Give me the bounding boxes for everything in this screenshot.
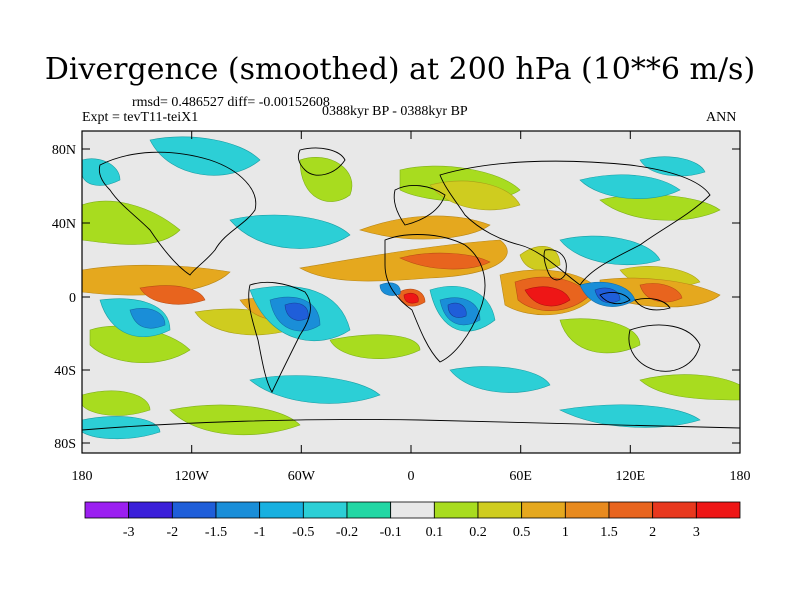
colorbar-swatch: [433, 501, 479, 519]
period-label: 0388kyr BP - 0388kyr BP: [322, 104, 468, 119]
lat-label: 40N: [52, 217, 76, 232]
map-title: Divergence (smoothed) at 200 hPa (10**6 …: [44, 52, 756, 87]
colorbar-swatch: [302, 501, 348, 519]
lat-label: 80N: [52, 143, 76, 158]
colorbar-label: 3: [693, 525, 700, 540]
lat-label: 40S: [54, 364, 76, 379]
longitude-axis: 180 120W 60W 0 60E 120E 180: [72, 131, 751, 484]
colorbar-swatch: [390, 501, 435, 519]
colorbar: -3 -2 -1.5 -1 -0.5 -0.2 -0.1 0.1 0.2 0.5 1 1.5 2 3: [84, 501, 741, 540]
colorbar-swatch: [608, 501, 654, 519]
colorbar-label: -1.5: [205, 525, 227, 540]
colorbar-swatch: [564, 501, 610, 519]
colorbar-swatch: [695, 501, 741, 519]
colorbar-label: 0.1: [426, 525, 444, 540]
stats-line: rmsd= 0.486527 diff= -0.00152608: [132, 95, 330, 110]
colorbar-label: 2: [649, 525, 656, 540]
colorbar-label: -0.1: [380, 525, 402, 540]
lon-label: 180: [72, 469, 93, 484]
colorbar-swatch: [521, 501, 566, 519]
colorbar-label: -0.5: [292, 525, 314, 540]
lon-label: 180: [730, 469, 751, 484]
colorbar-label: -2: [166, 525, 178, 540]
latitude-axis: 80N 40N 0 40S 80S: [52, 143, 740, 452]
colorbar-swatch: [652, 501, 697, 519]
colorbar-label: -0.2: [336, 525, 358, 540]
season-label: ANN: [706, 110, 737, 125]
lon-label: 60E: [509, 469, 532, 484]
lat-label: 80S: [54, 437, 76, 452]
colorbar-label: -1: [254, 525, 266, 540]
lon-label: 120W: [175, 469, 210, 484]
colorbar-swatch: [477, 501, 523, 519]
colorbar-label: 1.5: [600, 525, 618, 540]
lon-label: 60W: [288, 469, 316, 484]
colorbar-swatch: [215, 501, 261, 519]
colorbar-label: -3: [123, 525, 135, 540]
colorbar-label: 0.2: [469, 525, 487, 540]
lon-label: 120E: [616, 469, 646, 484]
lon-label: 0: [408, 469, 415, 484]
colorbar-swatch: [171, 501, 217, 519]
colorbar-swatch: [259, 501, 304, 519]
colorbar-swatch: [346, 501, 392, 519]
coastlines: [82, 147, 740, 431]
colorbar-swatch: [84, 501, 130, 519]
colorbar-swatch: [128, 501, 173, 519]
lat-label: 0: [69, 291, 76, 306]
colorbar-label: 1: [562, 525, 569, 540]
experiment-label: Expt = tevT11-teiX1: [82, 110, 199, 125]
colorbar-label: 0.5: [513, 525, 531, 540]
